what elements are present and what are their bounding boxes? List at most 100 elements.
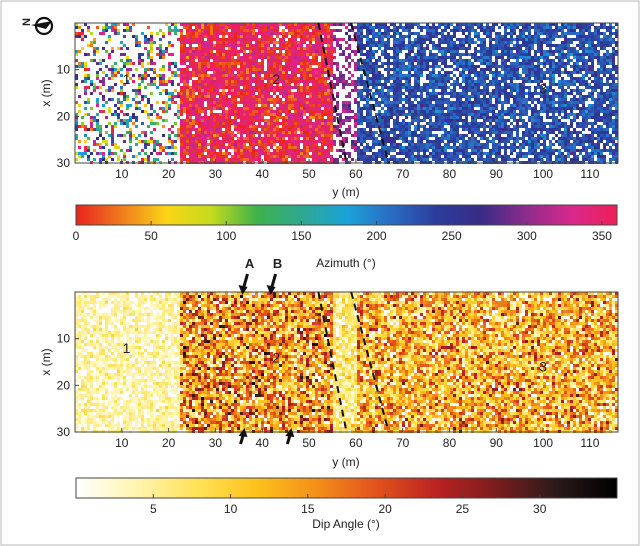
map-cell <box>270 23 273 26</box>
map-cell <box>378 92 381 95</box>
map-cell <box>393 77 396 80</box>
map-cell <box>432 62 435 65</box>
map-cell <box>459 56 462 59</box>
map-cell <box>525 71 528 74</box>
map-cell <box>573 104 576 107</box>
map-cell <box>543 128 546 131</box>
map-cell <box>477 65 480 68</box>
map-cell <box>573 128 576 131</box>
map-cell <box>252 44 255 47</box>
map-cell <box>510 128 513 131</box>
map-cell <box>225 41 228 44</box>
map-cell <box>303 83 306 86</box>
map-cell <box>531 95 534 98</box>
map-cell <box>249 62 252 65</box>
map-cell <box>501 110 504 113</box>
map-cell <box>243 77 246 80</box>
map-cell <box>549 53 552 56</box>
map-cell <box>501 56 504 59</box>
map-cell <box>594 86 597 89</box>
map-cell <box>393 83 396 86</box>
map-cell <box>198 92 201 95</box>
map-cell <box>171 101 174 104</box>
map-cell <box>444 53 447 56</box>
map-cell <box>576 44 579 47</box>
map-cell <box>438 104 441 107</box>
map-cell <box>519 83 522 86</box>
map-cell <box>534 59 537 62</box>
map-cell <box>546 50 549 53</box>
map-cell <box>246 44 249 47</box>
map-cell <box>273 119 276 122</box>
map-cell <box>600 26 603 29</box>
map-cell <box>123 53 126 56</box>
map-cell <box>306 86 309 89</box>
map-cell <box>111 23 114 26</box>
map-cell <box>402 86 405 89</box>
map-cell <box>384 119 387 122</box>
map-cell <box>207 32 210 35</box>
map-cell <box>258 71 261 74</box>
map-cell <box>306 38 309 41</box>
map-cell <box>420 59 423 62</box>
map-cell <box>78 35 81 38</box>
map-cell <box>462 107 465 110</box>
map-cell <box>480 26 483 29</box>
map-cell <box>414 59 417 62</box>
map-cell <box>411 95 414 98</box>
map-cell <box>285 107 288 110</box>
map-cell <box>357 35 360 38</box>
map-cell <box>408 41 411 44</box>
map-cell <box>168 95 171 98</box>
map-cell <box>408 125 411 128</box>
map-cell <box>321 92 324 95</box>
map-cell <box>594 38 597 41</box>
map-cell <box>96 26 99 29</box>
map-cell <box>201 83 204 86</box>
map-cell <box>498 89 501 92</box>
map-cell <box>330 95 333 98</box>
map-cell <box>240 95 243 98</box>
map-cell <box>399 101 402 104</box>
map-cell <box>216 74 219 77</box>
map-cell <box>477 56 480 59</box>
map-cell <box>294 47 297 50</box>
map-cell <box>528 89 531 92</box>
map-cell <box>441 110 444 113</box>
map-cell <box>231 71 234 74</box>
map-cell <box>543 104 546 107</box>
map-cell <box>501 119 504 122</box>
map-cell <box>549 47 552 50</box>
map-cell <box>306 74 309 77</box>
map-cell <box>318 62 321 65</box>
map-cell <box>78 110 81 113</box>
map-cell <box>111 74 114 77</box>
map-cell <box>543 41 546 44</box>
map-cell <box>585 74 588 77</box>
map-cell <box>204 26 207 29</box>
map-cell <box>225 80 228 83</box>
map-cell <box>366 59 369 62</box>
map-cell <box>351 110 354 113</box>
map-cell <box>402 98 405 101</box>
map-cell <box>327 44 330 47</box>
map-cell <box>456 125 459 128</box>
map-cell <box>90 92 93 95</box>
map-cell <box>591 107 594 110</box>
map-cell <box>255 44 258 47</box>
map-cell <box>342 110 345 113</box>
map-cell <box>408 56 411 59</box>
map-cell <box>378 104 381 107</box>
map-cell <box>513 23 516 26</box>
map-cell <box>195 38 198 41</box>
map-cell <box>453 68 456 71</box>
map-cell <box>195 62 198 65</box>
map-cell <box>399 26 402 29</box>
map-cell <box>147 74 150 77</box>
map-cell <box>309 122 312 125</box>
map-cell <box>336 80 339 83</box>
map-cell <box>564 125 567 128</box>
map-cell <box>261 89 264 92</box>
map-cell <box>330 122 333 125</box>
map-cell <box>303 47 306 50</box>
